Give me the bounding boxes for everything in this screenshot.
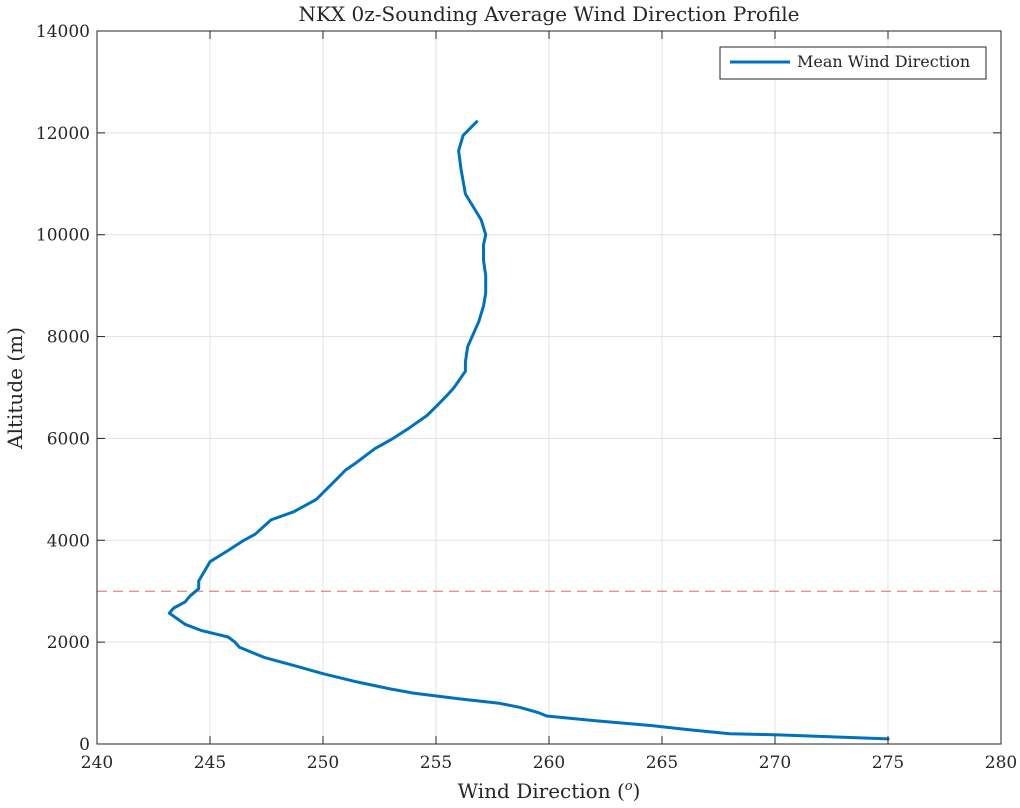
x-axis-label: Wind Direction (o) (458, 779, 641, 803)
y-tick-label: 12000 (36, 124, 90, 144)
grid-lines (97, 31, 1001, 744)
y-tick-label: 4000 (47, 531, 90, 551)
tick-marks (96, 30, 1002, 745)
x-tick-labels: 240 245 250 255 260 265 270 275 280 (81, 753, 1017, 773)
y-tick-label: 8000 (47, 328, 90, 348)
x-axis-label-superscript: o (625, 779, 633, 794)
y-tick-label: 0 (79, 735, 90, 755)
legend[interactable]: Mean Wind Direction (719, 46, 987, 80)
x-tick-label: 280 (985, 753, 1017, 773)
chart-title: NKX 0z-Sounding Average Wind Direction P… (298, 2, 799, 26)
y-tick-label: 2000 (47, 633, 90, 653)
y-tick-label: 14000 (36, 22, 90, 42)
x-tick-label: 265 (646, 753, 678, 773)
y-tick-label: 10000 (36, 226, 90, 246)
x-tick-label: 260 (533, 753, 565, 773)
y-axis-label: Altitude (m) (3, 327, 27, 450)
y-tick-label: 6000 (47, 429, 90, 449)
legend-label-mean-wind-direction: Mean Wind Direction (797, 52, 970, 71)
x-tick-label: 270 (759, 753, 791, 773)
x-tick-label: 240 (81, 753, 113, 773)
x-axis-label-text: Wind Direction ( (458, 779, 625, 803)
x-tick-label: 275 (872, 753, 904, 773)
x-tick-label: 245 (194, 753, 226, 773)
series-group (167, 120, 890, 741)
y-tick-labels: 0 2000 4000 6000 8000 10000 12000 14000 (36, 22, 90, 755)
x-tick-label: 255 (420, 753, 452, 773)
series-line-mean-wind-direction (167, 120, 890, 741)
x-tick-label: 250 (307, 753, 339, 773)
x-axis-label-close: ) (633, 779, 641, 803)
